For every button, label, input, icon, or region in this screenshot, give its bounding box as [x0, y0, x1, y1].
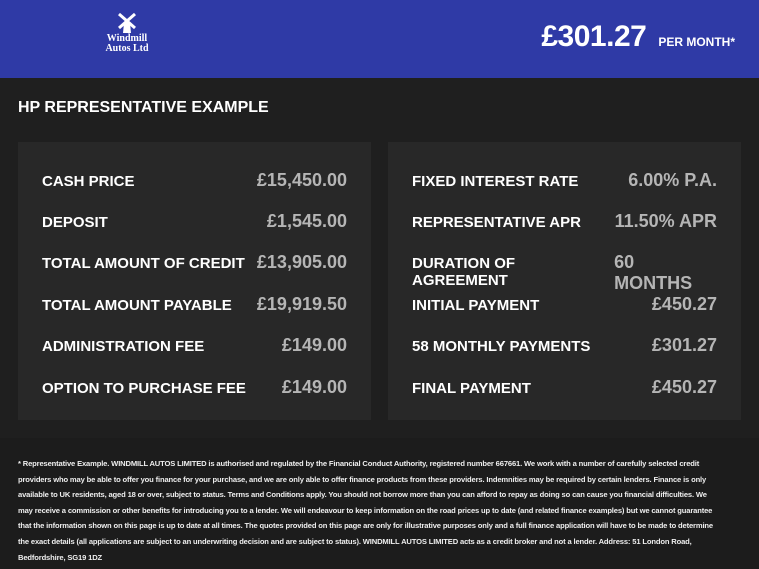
finance-label: FINAL PAYMENT — [412, 380, 531, 397]
finance-row: TOTAL AMOUNT OF CREDIT £13,905.00 — [42, 252, 347, 273]
finance-row: ADMINISTRATION FEE £149.00 — [42, 335, 347, 356]
logo-text-line1: Windmill — [106, 33, 148, 44]
section-title: HP REPRESENTATIVE EXAMPLE — [18, 99, 269, 116]
finance-row: TOTAL AMOUNT PAYABLE £19,919.50 — [42, 294, 347, 315]
windmill-icon — [118, 12, 136, 33]
logo-text-line2: Autos Ltd — [105, 43, 149, 54]
left-panel: CASH PRICE £15,450.00 DEPOSIT £1,545.00 TOTA… — [18, 142, 371, 420]
monthly-price-amount: £301.27 — [541, 20, 647, 53]
finance-value: 6.00% P.A. — [628, 170, 717, 190]
finance-row: INITIAL PAYMENT £450.27 — [412, 294, 717, 315]
finance-label: FIXED INTEREST RATE — [412, 173, 579, 190]
finance-label: CASH PRICE — [42, 173, 135, 190]
finance-value: £15,450.00 — [256, 170, 347, 190]
disclaimer-text: * Representative Example. WINDMILL AUTOS… — [18, 459, 713, 562]
finance-label: REPRESENTATIVE APR — [412, 214, 581, 231]
finance-label: OPTION TO PURCHASE FEE — [42, 380, 246, 397]
finance-value: £450.27 — [651, 294, 717, 314]
per-month-label: PER MONTH* — [658, 35, 735, 49]
finance-value: £1,545.00 — [266, 211, 347, 231]
finance-row: REPRESENTATIVE APR 11.50% APR — [412, 211, 717, 232]
finance-label: ADMINISTRATION FEE — [42, 338, 205, 355]
finance-value: £149.00 — [281, 377, 347, 397]
finance-row: FIXED INTEREST RATE 6.00% P.A. — [412, 170, 717, 191]
logo[interactable]: Windmill Autos Ltd — [95, 12, 159, 54]
finance-row: CASH PRICE £15,450.00 — [42, 170, 347, 191]
finance-value: 11.50% APR — [614, 211, 717, 231]
finance-value: £13,905.00 — [256, 252, 347, 272]
finance-label: TOTAL AMOUNT PAYABLE — [42, 297, 232, 314]
finance-row: FINAL PAYMENT £450.27 — [412, 377, 717, 398]
finance-row: OPTION TO PURCHASE FEE £149.00 — [42, 377, 347, 398]
finance-label: TOTAL AMOUNT OF CREDIT — [42, 255, 245, 272]
finance-value: 60 MONTHS — [614, 252, 693, 293]
finance-value: £19,919.50 — [256, 294, 347, 314]
finance-label: INITIAL PAYMENT — [412, 297, 540, 314]
right-panel: FIXED INTEREST RATE 6.00% P.A. REPRESENTAT… — [388, 142, 741, 420]
finance-row: DURATION OF AGREEMENT 60 MONTHS — [412, 252, 717, 294]
finance-label: DEPOSIT — [42, 214, 108, 231]
finance-value: £149.00 — [281, 335, 347, 355]
footer: * Representative Example. WINDMILL AUTOS… — [0, 438, 759, 569]
finance-label: DURATION OF AGREEMENT — [412, 255, 516, 289]
finance-row: 58 MONTHLY PAYMENTS £301.27 — [412, 335, 717, 356]
header: Windmill Autos Ltd £301.27 PER MONTH* — [0, 0, 759, 78]
monthly-price: £301.27 PER MONTH* — [541, 20, 735, 54]
finance-row: DEPOSIT £1,545.00 — [42, 211, 347, 232]
finance-label: 58 MONTHLY PAYMENTS — [412, 338, 591, 355]
finance-value: £450.27 — [651, 377, 717, 397]
finance-value: £301.27 — [651, 335, 717, 355]
